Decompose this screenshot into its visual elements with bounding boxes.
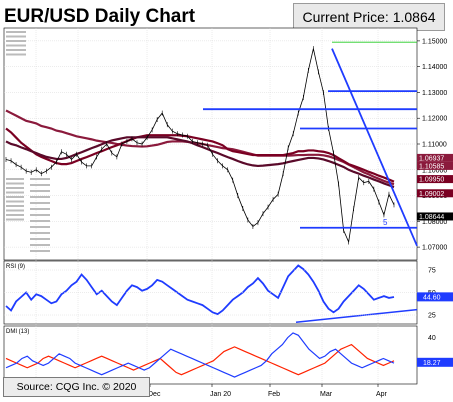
legend-block (30, 196, 50, 198)
chart-title: EUR/USD Daily Chart (4, 6, 196, 27)
legend-block (30, 208, 50, 210)
price-marker-box (417, 175, 453, 184)
info-legend (6, 31, 50, 252)
legend-block (6, 209, 24, 212)
time-tick-label: Jan 20 (210, 391, 231, 398)
price-marker-label: 1.10585 (419, 163, 444, 170)
time-axis: Dec Jan 20 Feb Mar Apr (148, 384, 388, 398)
legend-block (6, 196, 24, 198)
price-tick-label: 1.10000 (422, 167, 447, 174)
rsi-label: RSI (9) (6, 264, 25, 270)
legend-block (6, 214, 24, 216)
wave-label: 5 (383, 218, 388, 227)
legend-block (6, 49, 26, 51)
legend-block (6, 53, 26, 56)
price-tick-label: 1.08000 (422, 219, 447, 226)
rsi-series (4, 264, 418, 323)
dmi-value-label: 18.27 (423, 360, 441, 367)
price-tick-label: 1.13000 (422, 90, 447, 97)
rsi-line (5, 264, 395, 316)
price-marker-label: 1.09950 (419, 177, 444, 184)
rsi-trendline (295, 308, 418, 323)
legend-block (30, 178, 50, 180)
dmi-value-box (417, 357, 453, 367)
dmi-minus-line (5, 343, 395, 376)
legend-block (6, 31, 26, 33)
legend-block (30, 184, 50, 186)
rsi-axis-ticks: 75502544.60 (417, 268, 453, 320)
price-marker-box (417, 189, 453, 198)
rsi-value-label: 44.60 (423, 294, 441, 301)
legend-block (6, 205, 24, 207)
rsi-tick-label: 75 (428, 268, 436, 275)
legend-block (6, 35, 26, 38)
legend-block (30, 202, 50, 204)
dmi-panel (3, 325, 418, 385)
dmi-label: DMI (13) (6, 329, 29, 335)
legend-block (30, 238, 50, 240)
moving-average-line (5, 136, 395, 189)
legend-block (6, 191, 24, 194)
price-marker-label: 1.08644 (419, 214, 444, 221)
legend-block (30, 244, 50, 246)
price-marker-label: 1.06937 (419, 155, 444, 162)
time-tick-label: Dec (148, 391, 161, 398)
time-tick-label: Mar (320, 391, 333, 398)
legend-block (30, 250, 50, 252)
source-label: Source: CQG Inc. © 2020 (3, 377, 150, 397)
rsi-tick-label: 25 (428, 313, 436, 320)
price-tick-label: 1.11000 (422, 142, 447, 149)
dmi-plus-line (5, 332, 395, 378)
legend-block (30, 226, 50, 228)
price-tick-label: 1.14000 (422, 64, 447, 71)
trend-lines (203, 41, 418, 247)
legend-block (6, 182, 24, 185)
price-marker-box (417, 212, 453, 221)
price-line (5, 48, 395, 244)
moving-average-line (5, 127, 395, 183)
price-series (5, 46, 395, 245)
legend-block (30, 220, 50, 222)
legend-block (6, 200, 24, 203)
price-tick-label: 1.07000 (422, 245, 447, 252)
downtrend-line (331, 48, 418, 247)
legend-block (30, 190, 50, 192)
time-tick-label: Apr (376, 391, 388, 398)
grid-lines (4, 28, 417, 384)
legend-block (6, 178, 24, 180)
price-marker-box (417, 153, 453, 162)
legend-block (30, 214, 50, 216)
dmi-tick-label: 40 (428, 335, 436, 342)
price-tick-label: 1.15000 (422, 38, 447, 45)
time-tick-label: Feb (268, 391, 280, 398)
legend-block (6, 44, 26, 47)
dmi-series (5, 332, 395, 378)
legend-block (6, 218, 24, 221)
price-marker-label: 1.09002 (419, 191, 444, 198)
legend-block (6, 187, 24, 189)
dmi-axis-ticks: 402018.27 (417, 335, 453, 367)
legend-block (6, 40, 26, 42)
rsi-value-box (417, 292, 453, 302)
price-tick-label: 1.12000 (422, 116, 447, 123)
price-marker-box (417, 161, 453, 170)
legend-block (30, 232, 50, 234)
